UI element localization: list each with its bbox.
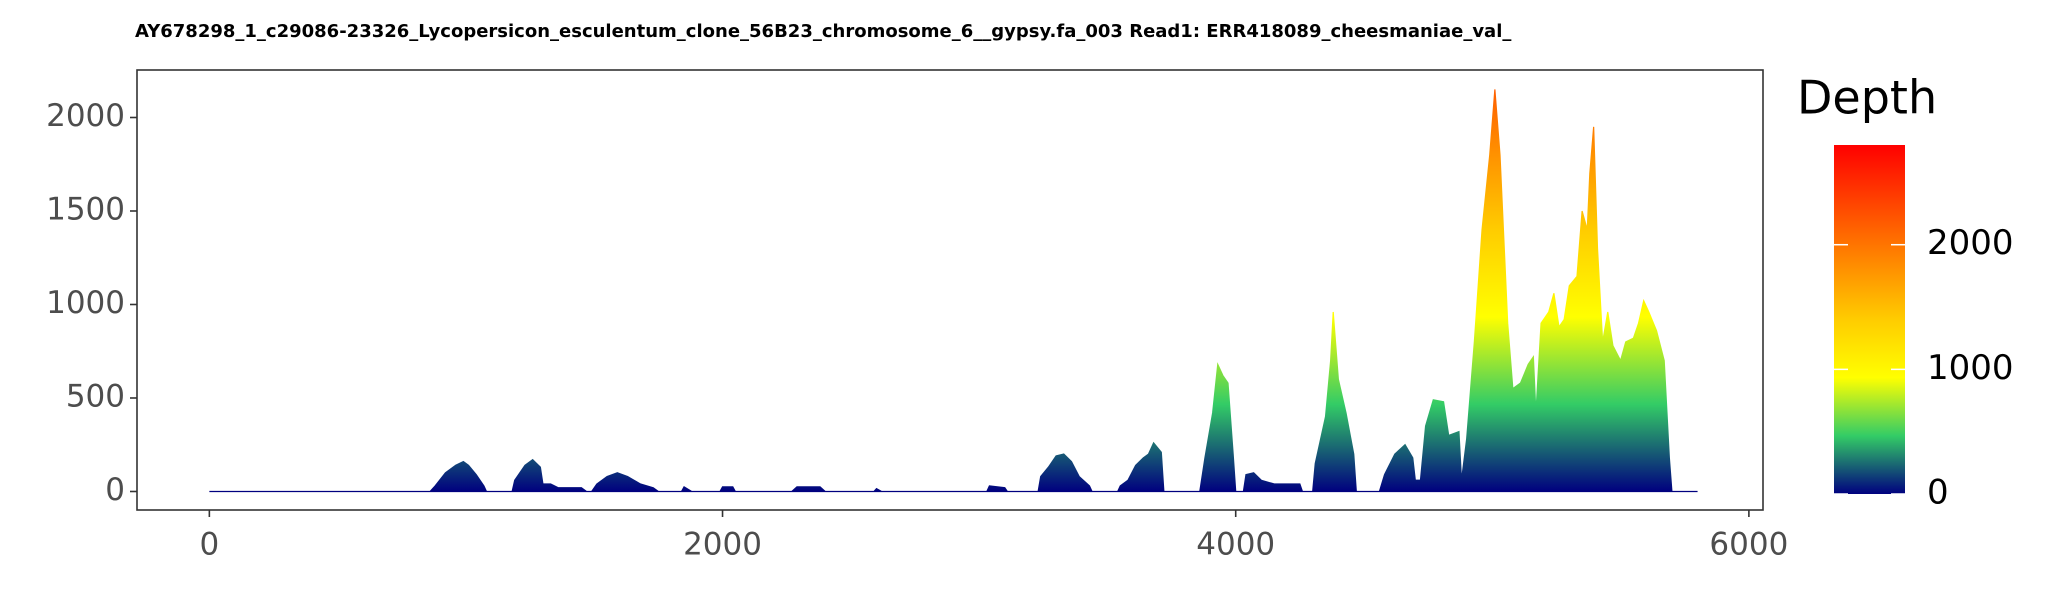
x-tick-label: 2000: [683, 527, 762, 563]
y-tick-label: 0: [105, 472, 125, 508]
y-tick-label: 500: [66, 378, 125, 414]
x-tick-label: 0: [199, 527, 219, 563]
y-tick-label: 1500: [46, 191, 125, 227]
colorbar-label: 0: [1927, 473, 1949, 513]
x-tick-label: 4000: [1196, 527, 1275, 563]
chart-title: AY678298_1_c29086-23326_Lycopersicon_esc…: [135, 21, 1511, 42]
coverage-area: [209, 89, 1698, 493]
y-tick-label: 2000: [46, 98, 125, 134]
colorbar-label: 2000: [1927, 223, 2014, 263]
colorbar: [1834, 145, 1905, 494]
y-tick-label: 1000: [46, 285, 125, 321]
legend-title: Depth: [1797, 71, 1937, 125]
panel-border: [136, 69, 1764, 511]
x-tick-label: 6000: [1709, 527, 1788, 563]
colorbar-label: 1000: [1927, 348, 2014, 388]
